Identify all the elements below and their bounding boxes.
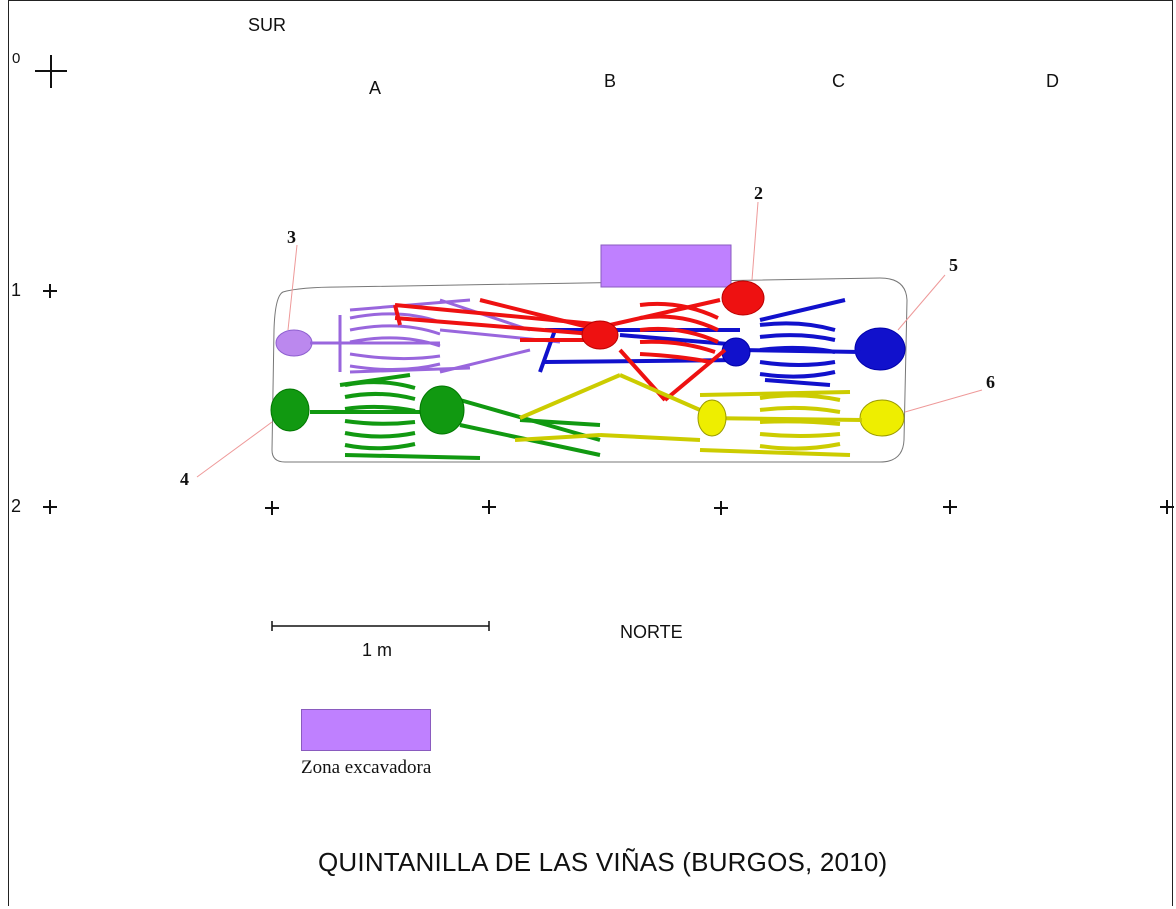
label-leaders <box>196 201 983 478</box>
plan-title: QUINTANILLA DE LAS VIÑAS (BURGOS, 2010) <box>318 847 888 877</box>
grid-marker-row2 <box>43 500 1174 515</box>
scale-bar-label: 1 m <box>362 640 393 660</box>
grid-markers <box>35 55 1174 515</box>
north-label: NORTE <box>620 622 683 642</box>
burial-label-5: 5 <box>949 255 958 275</box>
legend-swatch <box>301 709 431 751</box>
burial-label-3: 3 <box>287 227 296 247</box>
burial-label-2: 2 <box>754 183 763 203</box>
scale-bar <box>271 621 490 631</box>
column-label-a: A <box>369 78 382 98</box>
grid-origin-marker <box>35 55 67 88</box>
row-label-1: 1 <box>11 280 22 300</box>
legend-label: Zona excavadora <box>301 757 432 778</box>
column-label-d: D <box>1046 71 1059 91</box>
grid-marker-row1 <box>43 284 57 298</box>
excavator-zone <box>600 244 732 288</box>
south-label: SUR <box>248 15 287 35</box>
burial-label-6: 6 <box>986 372 995 392</box>
skeleton-6 <box>514 373 905 457</box>
column-label-b: B <box>604 71 617 91</box>
skeleton-4 <box>270 373 601 460</box>
row-label-2: 2 <box>11 496 22 516</box>
grave-outline <box>271 277 908 463</box>
row-label-0: 0 <box>12 50 21 67</box>
plan-frame <box>8 0 1173 906</box>
burial-label-4: 4 <box>180 469 189 489</box>
column-label-c: C <box>832 71 845 91</box>
